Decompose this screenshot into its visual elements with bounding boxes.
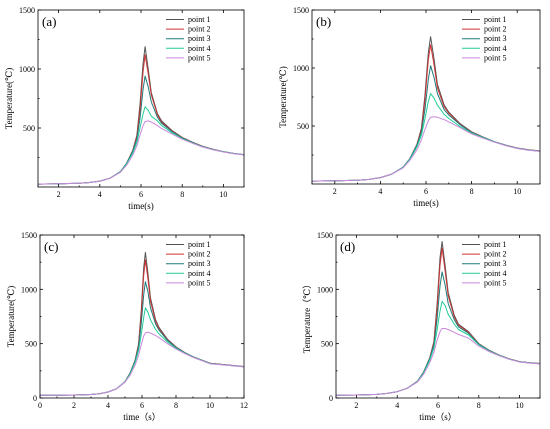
legend-entry: point 3 bbox=[484, 34, 506, 43]
series-line-point-4 bbox=[38, 106, 244, 185]
y-tick-label: 1000 bbox=[293, 64, 309, 73]
y-tick-label: 1500 bbox=[21, 231, 37, 240]
panel-label: (b) bbox=[316, 14, 331, 29]
chart-panel-2: 2 4 6 8 10 500 1000 1500 time(s) Temperature(℃) (b… bbox=[278, 6, 541, 208]
series-line-point-5 bbox=[38, 120, 244, 185]
x-axis-label: time(s) bbox=[128, 201, 154, 211]
series-line-point-1 bbox=[40, 251, 244, 396]
x-tick-label: 6 bbox=[139, 190, 143, 199]
x-tick-label: 10 bbox=[219, 190, 227, 199]
y-tick-label: 0 bbox=[329, 394, 333, 403]
y-tick-label: 500 bbox=[321, 340, 333, 349]
y-axis-label: Temperature(℃) bbox=[4, 68, 14, 129]
legend-entry: point 1 bbox=[188, 240, 210, 249]
legend-entry: point 5 bbox=[484, 53, 506, 62]
y-tick-label: 1500 bbox=[19, 6, 35, 15]
y-tick-label: 0 bbox=[33, 394, 37, 403]
chart-panel-3: 0 2 4 6 8 10 12 0 500 1000 1500 time（s） Temperature(… bbox=[6, 231, 248, 422]
x-tick-label: 8 bbox=[470, 187, 474, 196]
legend-entry: point 2 bbox=[188, 25, 210, 34]
plot-frame bbox=[335, 234, 541, 399]
legend-entry: point 1 bbox=[188, 15, 210, 24]
y-tick-label: 500 bbox=[23, 124, 35, 133]
x-tick-label: 2 bbox=[57, 190, 61, 199]
legend-entry: point 4 bbox=[188, 269, 210, 278]
x-tick-label: 6 bbox=[436, 401, 440, 410]
chart-panel-4: 2 4 6 8 10 0 500 1000 1500 time（s） Temperature（℃） (… bbox=[302, 231, 541, 422]
legend-entry: point 5 bbox=[188, 53, 210, 62]
panel-label: (d) bbox=[340, 239, 355, 254]
legend-entry: point 3 bbox=[188, 34, 210, 43]
series-line-point-1 bbox=[38, 46, 244, 185]
y-tick-label: 500 bbox=[25, 340, 37, 349]
x-tick-label: 10 bbox=[206, 401, 214, 410]
x-tick-label: 0 bbox=[38, 401, 42, 410]
legend-entry: point 3 bbox=[188, 259, 210, 268]
x-tick-label: 4 bbox=[106, 401, 110, 410]
legend-entry: point 2 bbox=[484, 25, 506, 34]
x-tick-label: 6 bbox=[140, 401, 144, 410]
series-line-point-4 bbox=[312, 93, 540, 182]
y-axis-label: Temperature(℃) bbox=[6, 286, 16, 347]
legend-entry: point 1 bbox=[484, 240, 506, 249]
y-axis-label: Temperature(℃) bbox=[278, 66, 288, 127]
y-tick-label: 1500 bbox=[317, 231, 333, 240]
x-tick-label: 2 bbox=[354, 401, 358, 410]
x-tick-label: 6 bbox=[424, 187, 428, 196]
x-axis-label: time（s） bbox=[419, 412, 457, 422]
legend-entry: point 4 bbox=[484, 269, 506, 278]
legend-entry: point 2 bbox=[484, 250, 506, 259]
x-tick-label: 8 bbox=[180, 190, 184, 199]
x-tick-label: 10 bbox=[516, 401, 524, 410]
y-axis-label: Temperature（℃） bbox=[302, 280, 312, 353]
x-tick-label: 4 bbox=[98, 190, 102, 199]
chart-panel-1: 2 4 6 8 10 500 1000 1500 time(s) Temperature(℃) (a… bbox=[4, 6, 245, 211]
legend-entry: point 3 bbox=[484, 259, 506, 268]
series-line-point-1 bbox=[336, 241, 540, 396]
series-line-point-2 bbox=[38, 54, 244, 185]
legend-entry: point 1 bbox=[484, 15, 506, 24]
x-tick-label: 10 bbox=[513, 187, 521, 196]
y-tick-label: 500 bbox=[297, 122, 309, 131]
x-tick-label: 4 bbox=[395, 401, 399, 410]
x-tick-label: 8 bbox=[477, 401, 481, 410]
x-tick-label: 8 bbox=[174, 401, 178, 410]
x-tick-label: 4 bbox=[378, 187, 382, 196]
legend-entry: point 5 bbox=[188, 278, 210, 287]
series-line-point-4 bbox=[336, 300, 540, 396]
series-line-point-5 bbox=[40, 331, 244, 396]
legend-entry: point 2 bbox=[188, 250, 210, 259]
series-line-point-4 bbox=[40, 307, 244, 396]
legend-entry: point 4 bbox=[484, 44, 506, 53]
y-tick-label: 1000 bbox=[317, 285, 333, 294]
y-tick-label: 1000 bbox=[19, 65, 35, 74]
panel-label: (c) bbox=[44, 239, 58, 254]
x-tick-label: 2 bbox=[72, 401, 76, 410]
legend-entry: point 5 bbox=[484, 278, 506, 287]
series-line-point-5 bbox=[312, 116, 540, 182]
x-axis-label: time(s) bbox=[413, 198, 439, 208]
y-tick-label: 1500 bbox=[293, 6, 309, 15]
x-tick-label: 12 bbox=[240, 401, 248, 410]
legend-entry: point 4 bbox=[188, 44, 210, 53]
x-axis-label: time（s） bbox=[123, 412, 161, 422]
y-tick-label: 1000 bbox=[21, 285, 37, 294]
panel-label: (a) bbox=[42, 14, 56, 29]
x-tick-label: 2 bbox=[333, 187, 337, 196]
series-line-point-5 bbox=[336, 328, 540, 396]
